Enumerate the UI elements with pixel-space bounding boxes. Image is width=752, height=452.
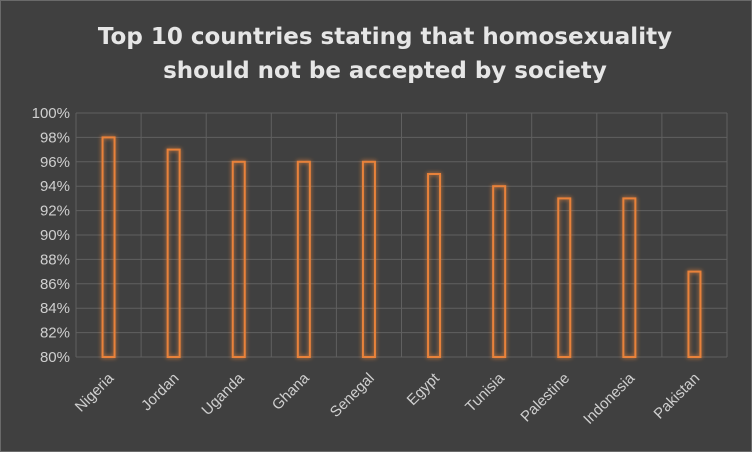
x-tick-label: Palestine [517, 370, 573, 426]
y-tick-label: 82% [40, 325, 70, 342]
x-tick-label: Senegal [327, 370, 378, 421]
bar-senegal [361, 160, 376, 358]
y-tick-label: 96% [40, 154, 70, 171]
bar-nigeria [101, 136, 116, 358]
y-tick-label: 98% [40, 129, 70, 146]
bar-uganda [231, 160, 246, 358]
y-tick-label: 84% [40, 300, 70, 317]
bar-tunisia [492, 185, 507, 358]
bar-egypt [427, 173, 442, 358]
x-tick-label: Jordan [138, 370, 182, 414]
bar-jordan [166, 148, 181, 358]
y-tick-label: 92% [40, 203, 70, 220]
bar-palestine [557, 197, 572, 358]
bar-ghana [296, 160, 311, 358]
x-tick-label: Ghana [269, 369, 313, 413]
x-tick-label: Uganda [198, 369, 248, 419]
y-tick-label: 86% [40, 276, 70, 293]
y-tick-label: 88% [40, 251, 70, 268]
x-tick-label: Nigeria [72, 369, 118, 415]
bar-pakistan [687, 270, 702, 359]
y-tick-label: 90% [40, 227, 70, 244]
y-tick-label: 94% [40, 178, 70, 195]
y-tick-label: 80% [40, 349, 70, 366]
y-tick-label: 100% [32, 105, 70, 122]
x-tick-label: Tunisia [462, 369, 508, 415]
bar-indonesia [622, 197, 637, 358]
x-tick-label: Indonesia [580, 369, 638, 427]
x-tick-label: Egypt [404, 369, 444, 409]
chart-title: Top 10 countries stating that homosexual… [97, 24, 673, 84]
x-tick-label: Pakistan [651, 370, 704, 423]
